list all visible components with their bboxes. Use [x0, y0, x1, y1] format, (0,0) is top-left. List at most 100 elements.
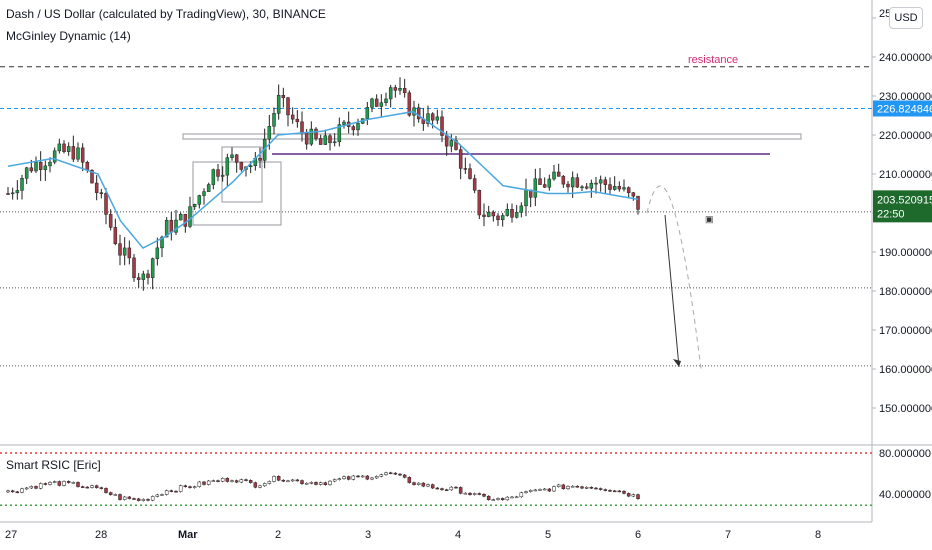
rsi-candle	[295, 479, 300, 482]
rsi-candle	[468, 492, 472, 495]
x-tick-label: Mar	[178, 529, 198, 541]
rsi-candle	[225, 478, 230, 482]
rsi-candle	[449, 486, 454, 491]
rsi-candle	[314, 482, 318, 485]
candle	[220, 174, 225, 177]
rsi-candle	[300, 480, 304, 484]
symbol-title[interactable]: Dash / US Dollar (calculated by TradingV…	[6, 7, 326, 21]
rsi-candle	[519, 492, 524, 498]
candle	[636, 195, 640, 210]
last-price-badge	[873, 190, 932, 223]
rsi-candle	[309, 482, 314, 484]
rsi-candle	[272, 476, 276, 482]
rsi-candle	[454, 486, 458, 489]
candle	[90, 169, 94, 184]
rsi-candle	[342, 476, 346, 480]
candle	[435, 116, 440, 121]
candle	[407, 92, 412, 116]
candle	[519, 205, 524, 213]
candle	[318, 138, 323, 145]
candle	[174, 219, 178, 233]
rsi-candle	[43, 483, 48, 485]
y-tick-label: 170.000000	[879, 325, 932, 337]
candle	[612, 186, 617, 190]
candle	[328, 135, 332, 144]
rsi-candle	[374, 476, 379, 479]
currency-button[interactable]: USD	[889, 7, 923, 29]
rsi-candle	[356, 475, 360, 478]
candle	[276, 94, 281, 114]
indicator-title[interactable]: McGinley Dynamic (14)	[6, 29, 131, 43]
rsi-candle	[608, 490, 612, 492]
rsi-candle	[113, 494, 118, 496]
rsi-candle	[463, 492, 468, 495]
candle	[188, 206, 192, 227]
rsi-candle	[90, 485, 94, 488]
rsi-candle	[48, 481, 52, 485]
rsi-candle	[332, 479, 337, 482]
candle	[603, 179, 608, 185]
candle	[384, 98, 388, 103]
candle	[379, 102, 384, 107]
rsi-candle	[626, 493, 631, 497]
candle	[62, 143, 66, 152]
rsi-candle	[402, 474, 407, 478]
rsi-candle	[584, 487, 589, 489]
rsi-candle	[71, 482, 76, 484]
rsi-candle	[94, 485, 99, 488]
rsi-candle	[598, 488, 603, 490]
y-tick-label: 180.000000	[879, 286, 932, 298]
candle	[267, 125, 272, 140]
candle	[295, 118, 300, 123]
candle	[314, 128, 318, 139]
candle	[332, 141, 337, 144]
candle	[225, 157, 230, 176]
candle	[127, 247, 132, 259]
candle	[370, 98, 374, 108]
rsi-candle	[99, 487, 104, 489]
rsi-candle	[10, 490, 15, 493]
candle	[192, 204, 197, 207]
x-tick-label: 4	[455, 529, 461, 541]
rsi-candle	[426, 484, 430, 487]
candle	[449, 140, 454, 147]
rsi-tick-label: 80.000000	[879, 448, 931, 460]
candle	[286, 97, 290, 116]
rsi-candle	[276, 476, 281, 481]
candle	[94, 182, 99, 193]
rsi-candle	[318, 482, 323, 485]
x-tick-label: 7	[725, 529, 731, 541]
candle	[617, 186, 622, 190]
candle	[575, 177, 580, 188]
rsi-candle	[435, 487, 440, 490]
y-tick-label: 190.000000	[879, 247, 932, 259]
sub-panel-title[interactable]: Smart RSIC [Eric]	[6, 458, 101, 472]
y-tick-label: 160.000000	[879, 364, 932, 376]
candle	[402, 88, 407, 94]
rsi-candle	[496, 498, 500, 500]
candle	[570, 177, 575, 188]
candle	[99, 192, 104, 194]
rsi-candle	[631, 494, 636, 497]
blue-level-badge-text: 226.824846	[877, 103, 932, 115]
rsi-candle	[505, 496, 510, 501]
x-tick-label: 6	[635, 529, 641, 541]
rsi-candle	[500, 498, 505, 501]
rsi-candle	[262, 483, 267, 487]
candle	[178, 214, 183, 221]
rsi-candle	[393, 472, 398, 475]
rsi-candle	[398, 473, 402, 476]
rsi-candle	[323, 482, 328, 485]
x-tick-label: 3	[365, 529, 371, 541]
rsi-candle	[244, 479, 248, 481]
candle	[486, 211, 491, 217]
candle	[482, 214, 486, 217]
candle	[113, 227, 118, 244]
rsi-candle	[430, 484, 435, 489]
candle	[566, 183, 570, 188]
rsi-candle	[412, 482, 416, 485]
rsi-candle	[379, 474, 384, 477]
rsi-candle	[122, 496, 127, 500]
rsi-candle	[66, 481, 71, 483]
